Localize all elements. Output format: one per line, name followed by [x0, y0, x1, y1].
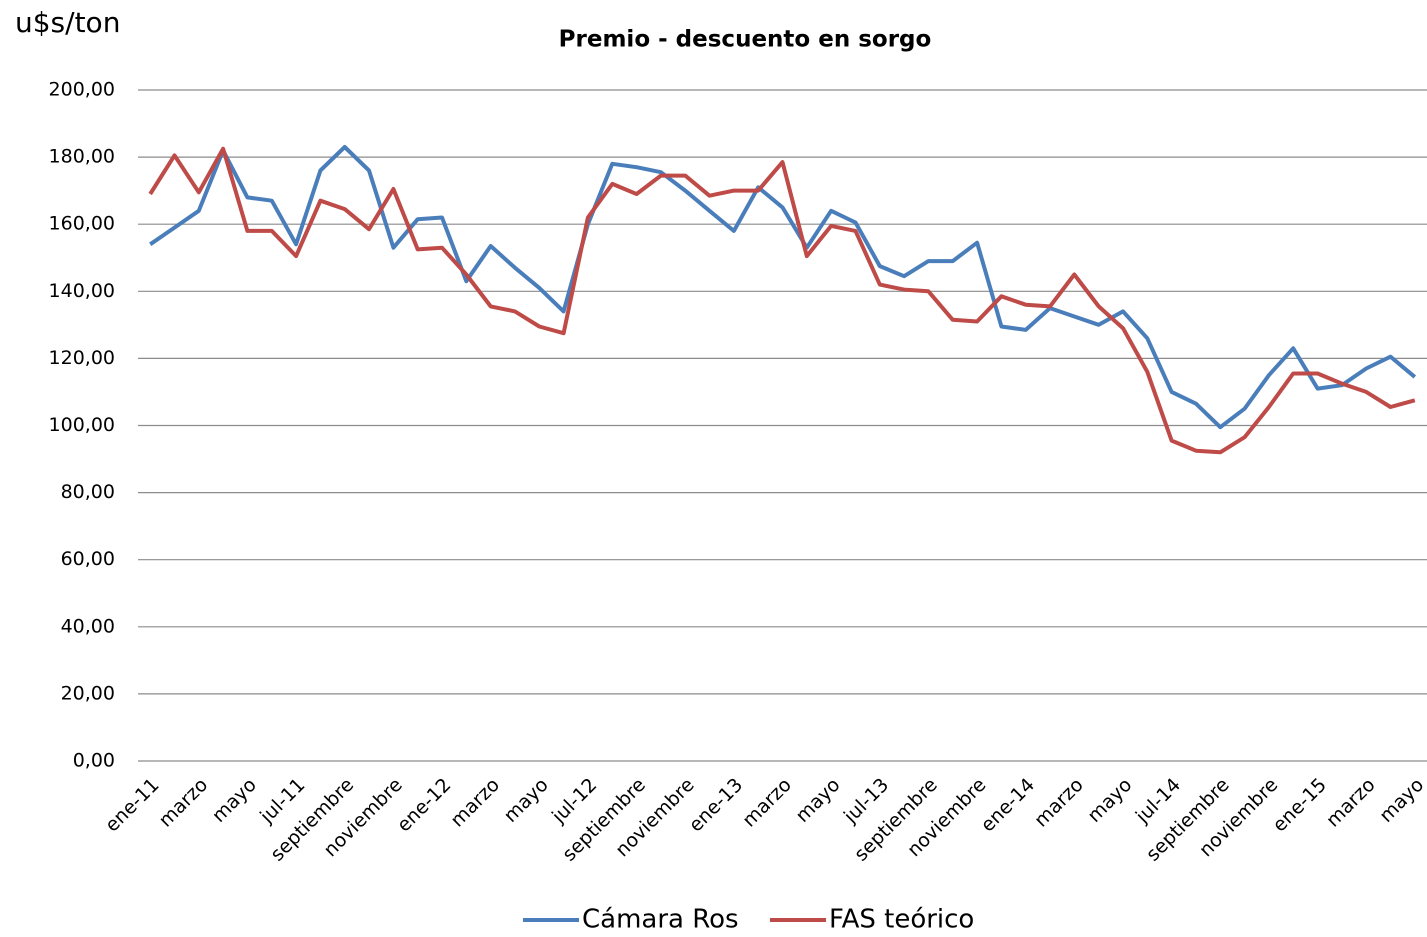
x-tick-label: mayo — [1375, 774, 1427, 827]
x-tick-label: mayo — [208, 774, 261, 827]
x-tick-label: mayo — [1083, 774, 1136, 827]
series-line — [149, 145, 1417, 430]
y-tick-label: 80,00 — [61, 481, 115, 503]
x-tick-label: marzo — [155, 774, 213, 832]
y-axis-label: u$s/ton — [15, 6, 120, 39]
y-tick-label: 200,00 — [49, 79, 115, 101]
x-tick-label: ene-14 — [977, 774, 1040, 837]
legend-label: Cámara Ros — [582, 905, 739, 935]
x-tick-label: marzo — [446, 774, 504, 832]
series-line — [148, 146, 1416, 455]
y-tick-label: 160,00 — [49, 213, 115, 235]
y-tick-label: 40,00 — [61, 615, 115, 637]
legend-label: FAS teórico — [829, 905, 974, 935]
y-tick-label: 20,00 — [61, 682, 115, 704]
x-tick-label: ene-15 — [1268, 774, 1331, 837]
x-tick-label: ene-13 — [685, 774, 748, 837]
x-tick-label: ene-11 — [101, 774, 164, 837]
x-tick-label: marzo — [738, 774, 796, 832]
chart-title: Premio - descuento en sorgo — [559, 27, 932, 53]
y-tick-label: 120,00 — [49, 347, 115, 369]
y-tick-label: 140,00 — [49, 280, 115, 302]
x-tick-label: mayo — [500, 774, 553, 827]
y-tick-label: 100,00 — [49, 414, 115, 436]
y-tick-label: 0,00 — [73, 750, 115, 772]
x-tick-label: marzo — [1030, 774, 1088, 832]
x-tick-label: mayo — [792, 774, 845, 827]
y-tick-label: 180,00 — [49, 146, 115, 168]
x-tick-label: marzo — [1322, 774, 1380, 832]
y-tick-label: 60,00 — [61, 548, 115, 570]
x-tick-label: ene-12 — [393, 774, 456, 837]
